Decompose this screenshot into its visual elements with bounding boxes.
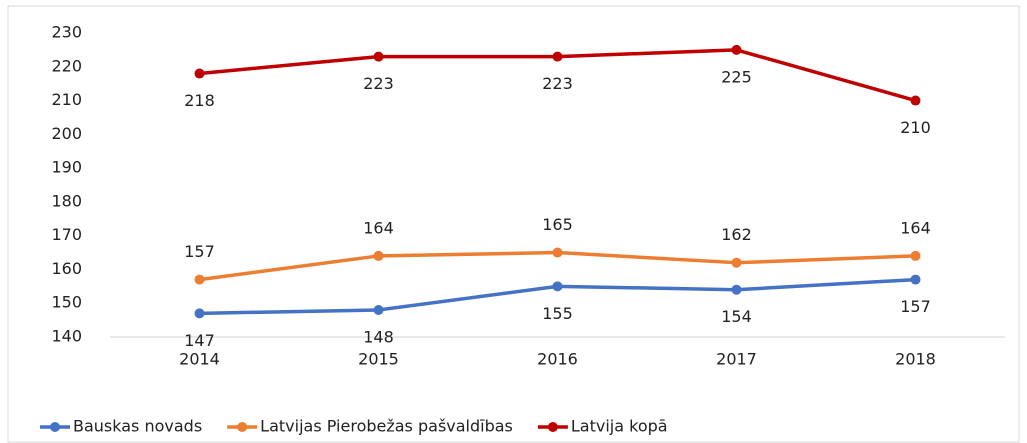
y-tick-label: 160 xyxy=(51,259,82,278)
series-marker xyxy=(910,274,921,285)
y-tick-label: 140 xyxy=(51,327,82,346)
series-marker xyxy=(373,250,384,261)
y-tick-label: 220 xyxy=(51,56,82,75)
data-label: 223 xyxy=(363,74,394,93)
data-label: 223 xyxy=(542,74,573,93)
data-label: 225 xyxy=(721,67,752,86)
data-label: 154 xyxy=(721,307,752,326)
series-marker xyxy=(552,51,563,62)
data-label: 164 xyxy=(363,218,394,237)
series-marker xyxy=(552,247,563,258)
y-tick-label: 170 xyxy=(51,225,82,244)
series-marker xyxy=(194,274,205,285)
y-tick-label: 190 xyxy=(51,158,82,177)
x-tick-label: 2014 xyxy=(179,350,220,369)
y-tick-label: 230 xyxy=(51,23,82,42)
data-label: 155 xyxy=(542,304,573,323)
x-tick-label: 2015 xyxy=(358,350,399,369)
legend-marker xyxy=(547,422,558,432)
series-marker xyxy=(910,95,921,106)
data-label: 157 xyxy=(184,242,215,261)
series-marker xyxy=(910,250,921,261)
legend-marker xyxy=(237,422,248,432)
series-marker xyxy=(373,304,384,315)
x-tick-label: 2016 xyxy=(537,350,578,369)
data-label: 162 xyxy=(721,225,752,244)
series-marker xyxy=(731,284,742,295)
y-tick-label: 150 xyxy=(51,293,82,312)
series-marker xyxy=(194,308,205,319)
data-label: 218 xyxy=(184,91,215,110)
data-label: 165 xyxy=(542,215,573,234)
data-label: 210 xyxy=(900,118,931,137)
series-marker xyxy=(194,68,205,79)
legend-marker xyxy=(50,422,60,432)
data-label: 147 xyxy=(184,331,215,350)
legend-label: Latvijas Pierobežas pašvaldības xyxy=(260,417,513,436)
data-label: 148 xyxy=(363,327,394,346)
legend-label: Latvija kopā xyxy=(571,417,668,436)
y-tick-label: 200 xyxy=(51,124,82,143)
chart-frame xyxy=(7,5,1020,443)
data-label: 157 xyxy=(900,297,931,316)
x-tick-label: 2018 xyxy=(895,350,936,369)
legend-label: Bauskas novads xyxy=(73,417,202,436)
y-tick-label: 210 xyxy=(51,90,82,109)
y-tick-label: 180 xyxy=(51,191,82,210)
series-marker xyxy=(552,281,563,292)
series-marker xyxy=(373,51,384,62)
series-marker xyxy=(731,257,742,268)
x-tick-label: 2017 xyxy=(716,350,757,369)
data-label: 164 xyxy=(900,218,931,237)
series-marker xyxy=(731,44,742,55)
